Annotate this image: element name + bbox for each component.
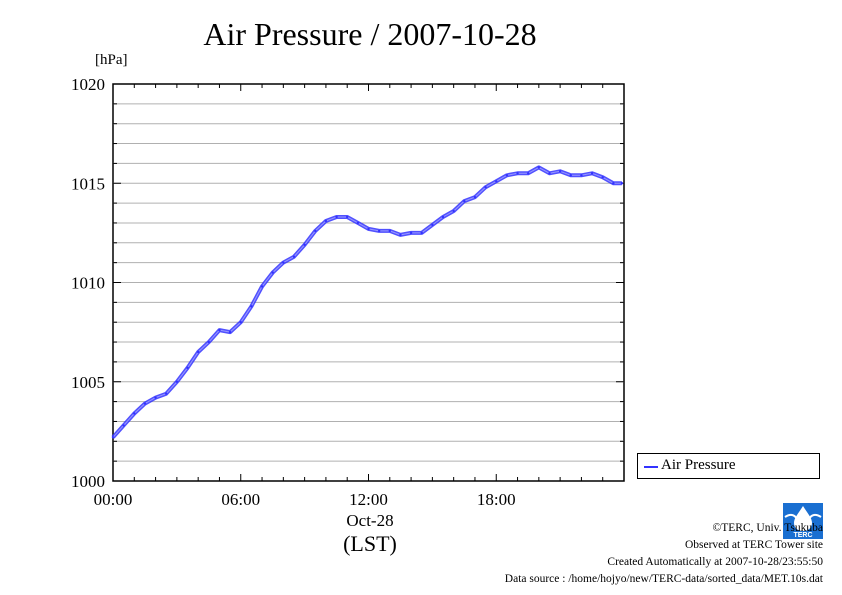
data-point bbox=[377, 229, 381, 233]
data-point bbox=[495, 180, 498, 183]
data-point bbox=[569, 174, 572, 177]
data-point bbox=[175, 380, 179, 383]
x-tick-labels: 00:00 06:00 12:00 18:00 bbox=[94, 490, 516, 509]
data-point bbox=[580, 174, 583, 177]
data-point bbox=[473, 195, 477, 199]
data-point bbox=[207, 340, 211, 344]
data-point bbox=[154, 396, 157, 399]
x-tick-label: 12:00 bbox=[349, 490, 388, 509]
x-tick-label: 00:00 bbox=[94, 490, 133, 509]
data-point bbox=[452, 209, 455, 213]
data-point bbox=[612, 182, 615, 185]
data-point bbox=[463, 199, 466, 203]
data-point bbox=[388, 229, 391, 233]
data-point bbox=[314, 229, 317, 233]
observed-at-text: Observed at TERC Tower site bbox=[684, 539, 823, 551]
data-point bbox=[516, 172, 519, 175]
y-tick-label: 1000 bbox=[71, 472, 105, 491]
data-point bbox=[346, 215, 349, 219]
data-point bbox=[399, 233, 402, 237]
data-point bbox=[303, 243, 306, 246]
created-timestamp-text: Created Automatically at 2007-10-28/23:5… bbox=[607, 556, 823, 568]
data-point bbox=[620, 182, 624, 185]
y-axis-unit-label: [hPa] bbox=[95, 52, 128, 68]
data-point bbox=[335, 215, 338, 219]
data-source-text: Data source : /home/hojyo/new/TERC-data/… bbox=[504, 573, 823, 585]
data-point bbox=[196, 350, 200, 354]
x-axis-date-label: Oct-28 bbox=[346, 511, 394, 530]
legend-label: Air Pressure bbox=[661, 457, 736, 473]
data-point bbox=[292, 255, 296, 258]
data-point bbox=[558, 170, 562, 173]
x-tick-label: 18:00 bbox=[477, 490, 516, 509]
y-tick-label: 1015 bbox=[71, 174, 105, 193]
data-point bbox=[590, 172, 594, 175]
data-point bbox=[143, 402, 147, 405]
data-point bbox=[420, 231, 423, 235]
series-group bbox=[111, 165, 624, 439]
copyright-text: ©TERC, Univ. Tsukuba bbox=[712, 522, 823, 534]
data-point bbox=[133, 412, 136, 415]
data-point bbox=[526, 172, 530, 175]
terc-logo-icon: TERC bbox=[783, 503, 823, 539]
data-point bbox=[356, 221, 360, 225]
data-point bbox=[409, 231, 413, 235]
data-point bbox=[271, 271, 274, 274]
data-point bbox=[601, 176, 604, 179]
y-tick-labels: 1000 1005 1010 1015 1020 bbox=[71, 75, 105, 491]
y-tick-label: 1010 bbox=[71, 274, 105, 293]
axis-ticks bbox=[112, 83, 625, 482]
y-tick-label: 1005 bbox=[71, 373, 105, 392]
svg-text:TERC: TERC bbox=[793, 532, 812, 539]
legend: Air Pressure bbox=[637, 453, 820, 479]
data-point bbox=[239, 321, 242, 324]
data-point bbox=[537, 166, 541, 169]
x-tick-label: 06:00 bbox=[221, 490, 260, 509]
data-point bbox=[218, 328, 221, 332]
chart-title: Air Pressure / 2007-10-28 bbox=[203, 16, 537, 52]
data-point bbox=[260, 285, 264, 288]
data-point bbox=[250, 305, 253, 308]
data-point bbox=[111, 436, 115, 439]
grid-lines bbox=[113, 103, 624, 462]
data-point bbox=[324, 219, 328, 223]
x-axis-title: (LST) bbox=[343, 531, 397, 556]
data-point bbox=[431, 223, 434, 227]
data-point bbox=[548, 172, 551, 175]
data-point bbox=[441, 215, 445, 219]
data-point bbox=[367, 227, 370, 231]
y-tick-label: 1020 bbox=[71, 75, 105, 94]
data-point bbox=[122, 424, 125, 427]
data-point bbox=[484, 186, 487, 189]
data-point bbox=[228, 330, 232, 334]
data-point bbox=[282, 261, 285, 264]
data-point bbox=[186, 366, 189, 370]
data-point bbox=[165, 392, 168, 395]
data-point bbox=[505, 174, 509, 177]
legend-swatch bbox=[644, 466, 658, 468]
